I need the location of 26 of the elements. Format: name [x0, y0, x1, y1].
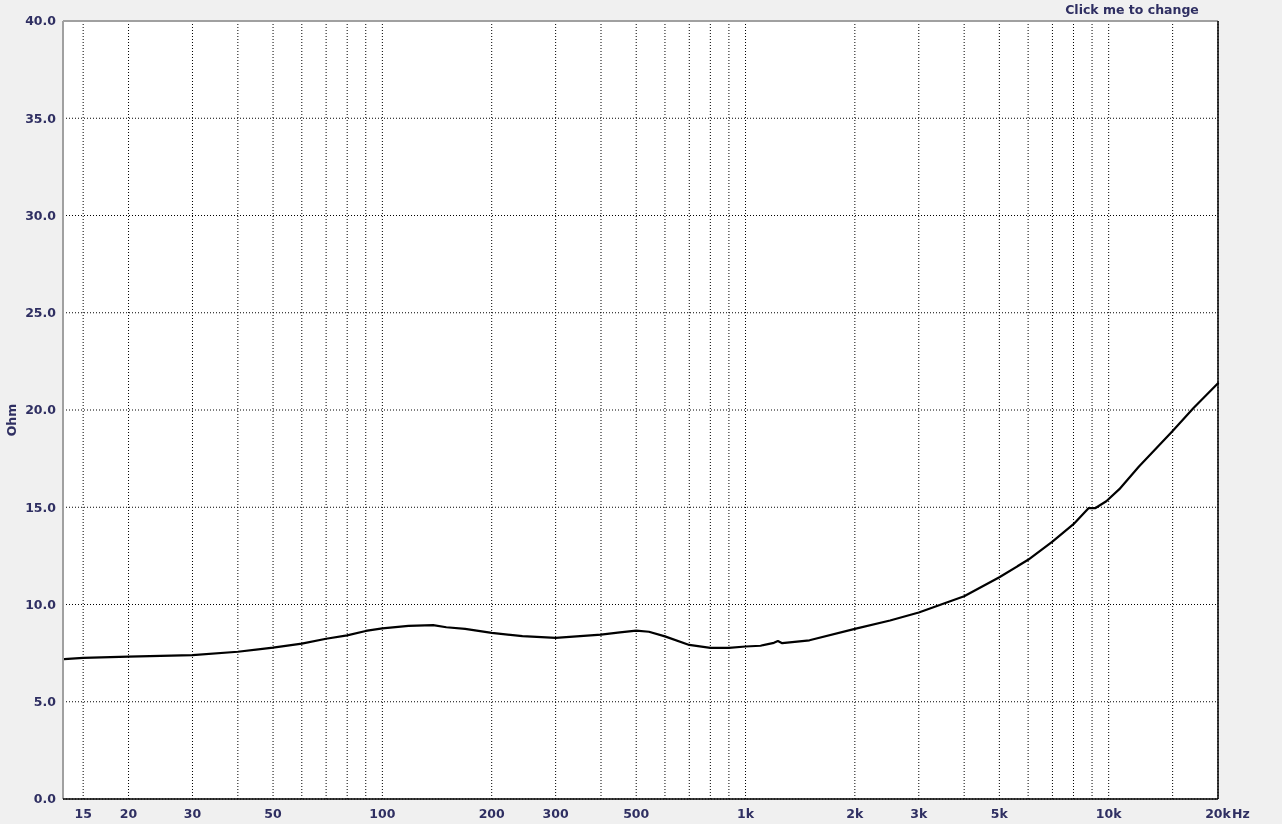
x-tick-label: 5k: [990, 806, 1009, 821]
y-tick-label: 20.0: [25, 402, 57, 418]
y-tick-label: 30.0: [25, 207, 57, 223]
x-tick-label: 3k: [910, 806, 928, 821]
x-tick-label: 1k: [737, 806, 755, 821]
x-axis-title: Hz: [1232, 806, 1250, 821]
y-tick-label: 15.0: [25, 499, 57, 515]
x-tick-label: 200: [478, 806, 506, 821]
x-tick-label: 500: [623, 806, 650, 821]
x-tick-label: 20k: [1205, 806, 1232, 821]
y-tick-label: 0.0: [33, 791, 57, 807]
y-tick-label: 25.0: [25, 305, 57, 321]
x-tick-label: 100: [369, 806, 396, 821]
x-tick-label: 2k: [846, 806, 865, 821]
text: Click me to change: [1065, 2, 1199, 17]
y-tick-label: 10.0: [25, 596, 57, 612]
y-axis-title: Ohm: [4, 403, 19, 437]
x-tick-label: 50: [264, 806, 283, 821]
x-tick-label: 30: [183, 806, 202, 821]
x-tick-label: 10k: [1095, 806, 1123, 821]
x-tick-label: 300: [542, 806, 569, 821]
x-tick-label: 20: [119, 806, 138, 821]
y-tick-label: 5.0: [33, 694, 57, 710]
y-tick-label: 35.0: [25, 110, 57, 126]
y-tick-label: 40.0: [25, 13, 57, 29]
x-tick-label: 15: [74, 806, 92, 821]
